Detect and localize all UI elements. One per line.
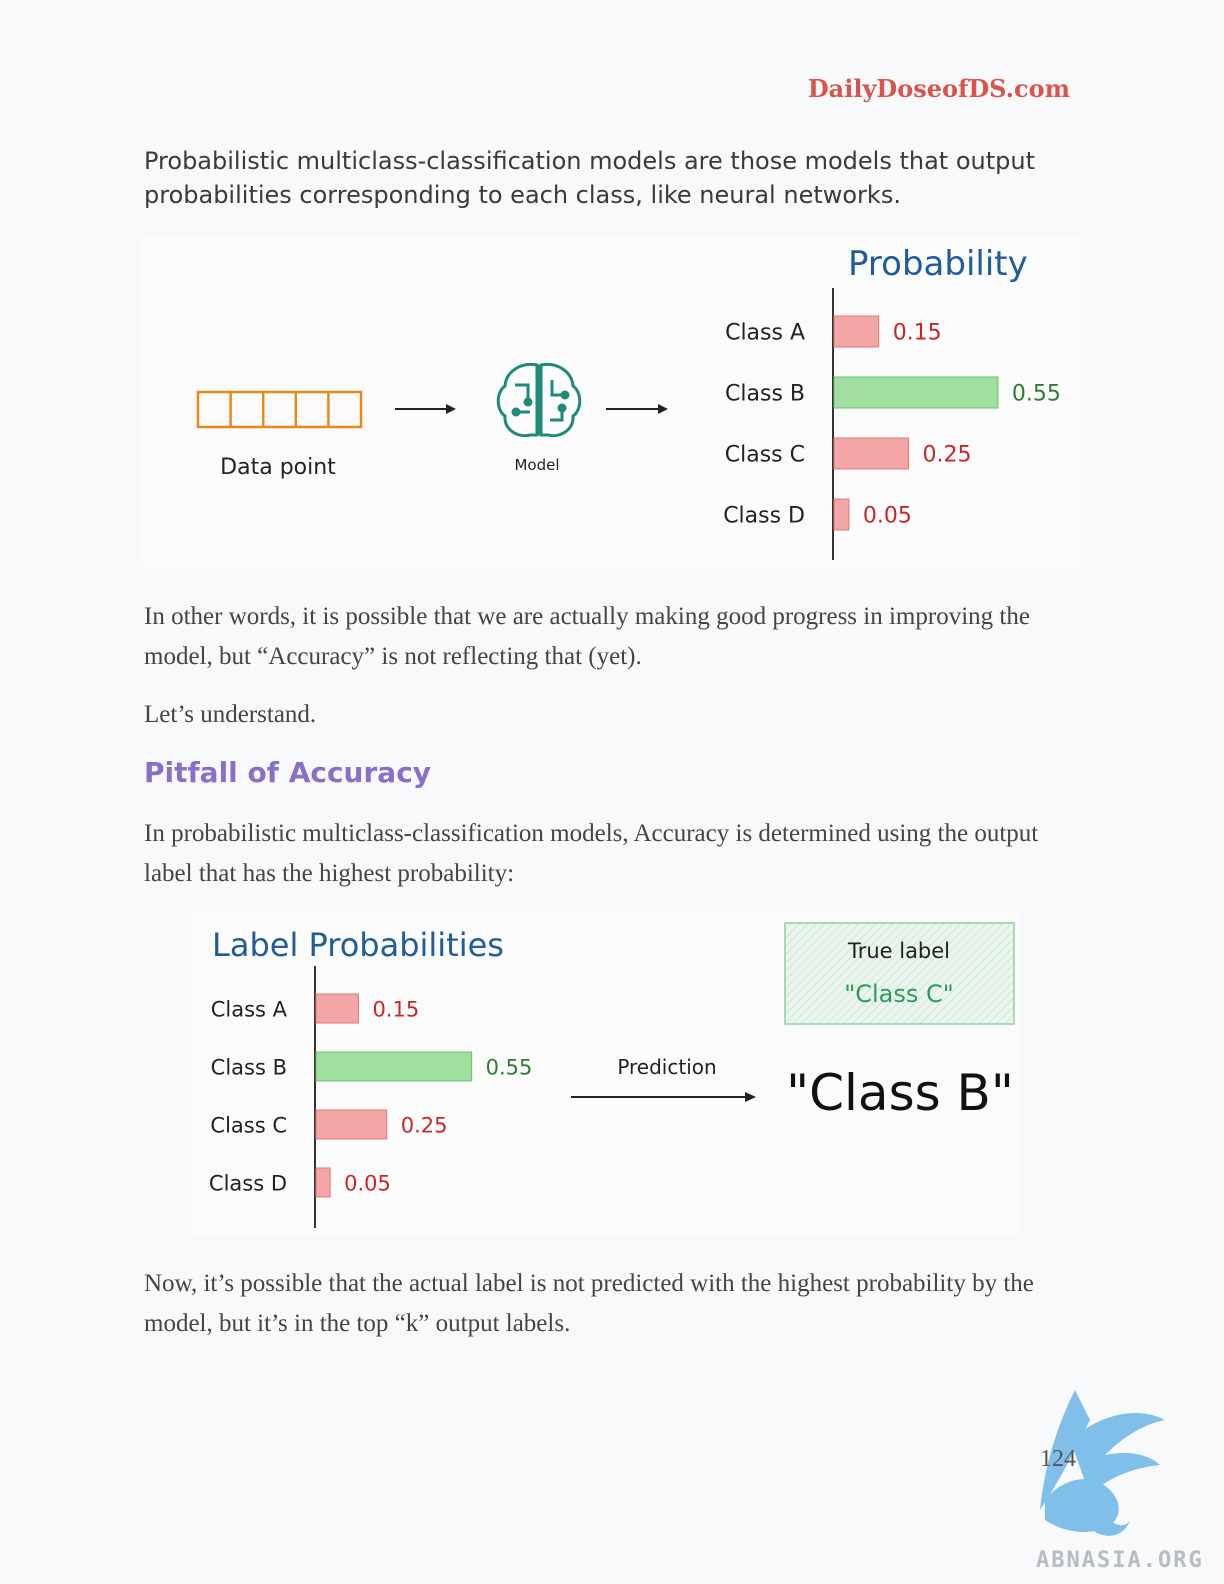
brain-icon	[496, 362, 582, 438]
watermark-text: ABNASIA.ORG	[1036, 1548, 1204, 1573]
predicted-class: "Class B"	[786, 1064, 1014, 1122]
chart1-value-label: 0.05	[863, 504, 912, 529]
chart1-bars: Class A 0.15 Class B 0.55 Class C 0.25 Class D…	[723, 315, 1061, 531]
arrow-icon	[395, 404, 456, 414]
chart1-title: Probability	[848, 244, 1028, 284]
true-label-box	[784, 922, 1015, 1025]
chart2-bars: Class A 0.15 Class B 0.55 Class C 0.25 Class D…	[209, 993, 533, 1198]
chart2-bar	[315, 993, 359, 1024]
page-number: 124	[1040, 1446, 1076, 1472]
prediction-label: Prediction	[617, 1055, 716, 1079]
chart1-category-label: Class A	[725, 321, 805, 346]
diagram-model-output: Data point Model Probability Class A 0.15…	[140, 236, 1080, 566]
paragraph-topk: Now, it’s possible that the actual label…	[144, 1270, 1034, 1337]
chart1-bar	[833, 315, 880, 348]
arrow-icon	[571, 1092, 756, 1102]
arrow-icon	[606, 404, 668, 414]
paragraph-accuracy: In probabilistic multiclass-classificati…	[144, 820, 1039, 887]
chart1-bar	[833, 498, 850, 531]
data-point-vector	[196, 390, 363, 429]
chart2-category-label: Class B	[211, 1056, 287, 1080]
model-label: Model	[514, 456, 559, 474]
chart2-title: Label Probabilities	[212, 926, 504, 964]
chart1-category-label: Class C	[725, 443, 805, 468]
chart2-category-label: Class D	[209, 1172, 287, 1196]
chart2-value-label: 0.25	[401, 1114, 448, 1138]
intro-text: Probabilistic multiclass-classification …	[144, 147, 1035, 209]
data-point-label: Data point	[220, 455, 336, 480]
true-label-title: True label	[847, 939, 950, 963]
paragraph-understand: Let’s understand.	[144, 701, 317, 728]
chart1-bar	[833, 376, 999, 409]
chart2-value-label: 0.15	[372, 998, 419, 1022]
site-name[interactable]: DailyDoseofDS.com	[807, 74, 1070, 103]
chart1-category-label: Class B	[725, 382, 805, 407]
true-label-value: "Class C"	[844, 980, 954, 1008]
section-heading: Pitfall of Accuracy	[144, 756, 432, 789]
chart2-bar	[315, 1109, 388, 1140]
diagram-background	[190, 912, 1020, 1236]
chart2-category-label: Class C	[210, 1114, 287, 1138]
chart2-bar	[315, 1051, 473, 1082]
chart2-category-label: Class A	[211, 998, 288, 1022]
chart2-value-label: 0.05	[344, 1172, 391, 1196]
chart1-bar	[833, 437, 909, 470]
chart2-value-label: 0.55	[486, 1056, 533, 1080]
chart2-bar	[315, 1167, 331, 1198]
chart1-value-label: 0.55	[1012, 382, 1061, 407]
chart1-category-label: Class D	[723, 504, 805, 529]
paragraph-progress: In other words, it is possible that we a…	[144, 603, 1030, 670]
chart1-value-label: 0.15	[893, 321, 942, 346]
chart1-value-label: 0.25	[923, 443, 972, 468]
